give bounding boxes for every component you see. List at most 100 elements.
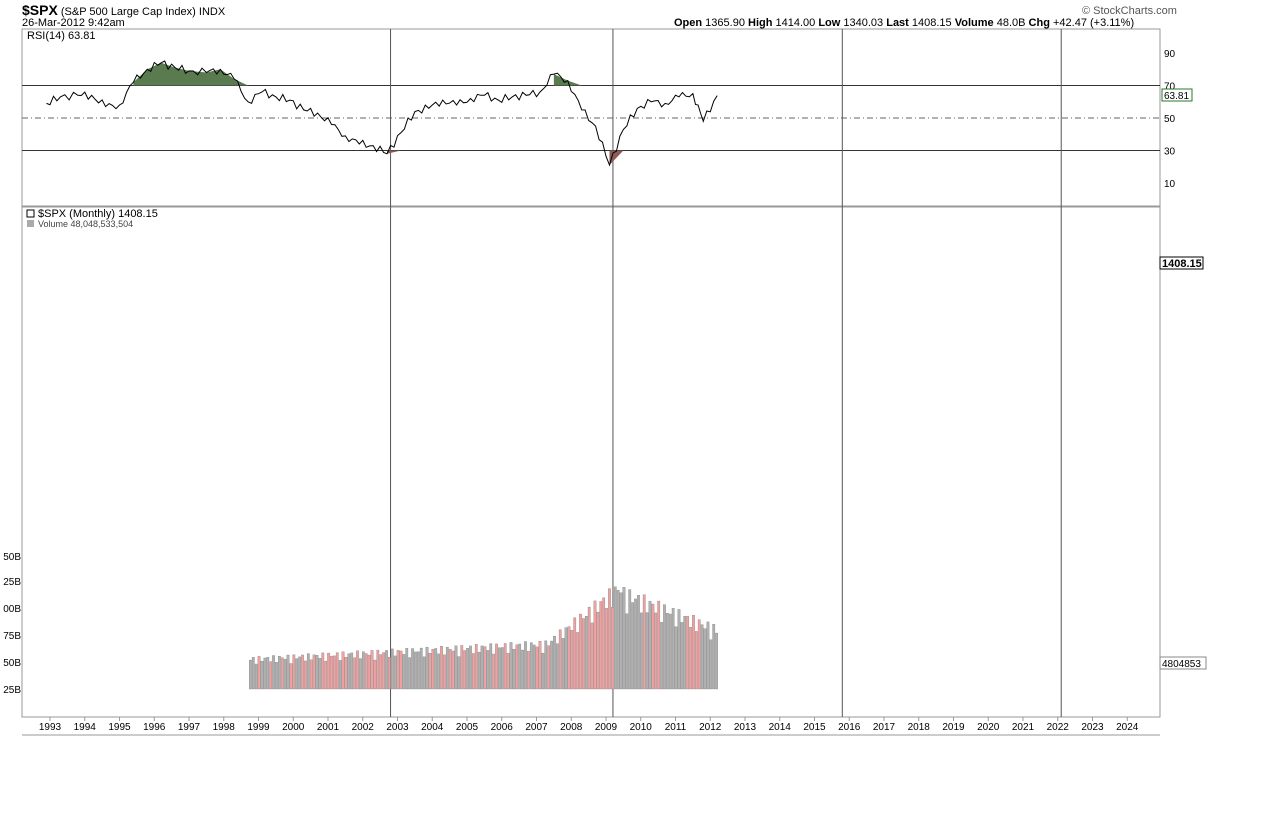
volume-bar <box>338 660 342 690</box>
volume-bar <box>280 657 284 690</box>
volume-bar <box>532 644 536 690</box>
volume-bar <box>390 648 394 690</box>
volume-bar <box>700 624 704 690</box>
volume-bar <box>304 660 307 690</box>
x-tick-label: 2000 <box>282 722 305 733</box>
x-tick-label: 2015 <box>803 722 826 733</box>
volume-bar <box>692 615 695 690</box>
volume-bar <box>677 609 681 690</box>
volume-bar <box>712 624 716 690</box>
volume-bar <box>689 627 692 690</box>
volume-bar <box>660 622 663 690</box>
volume-bar <box>639 612 643 690</box>
volume-bar <box>538 640 542 690</box>
x-tick-label: 1993 <box>39 722 62 733</box>
volume-tick-label: 50B <box>3 552 21 563</box>
grid-lines <box>22 29 1160 721</box>
volume-bar <box>524 641 527 690</box>
quote-value: 1414.00 <box>775 17 819 29</box>
volume-bar <box>582 618 585 690</box>
volume-bar <box>602 597 606 690</box>
rsi-line <box>46 60 718 167</box>
volume-bar <box>654 612 658 690</box>
volume-bar <box>257 656 261 690</box>
x-tick-label: 2007 <box>525 722 548 733</box>
volume-bar <box>298 656 301 690</box>
rsi-title: RSI(14) 63.81 <box>27 30 95 42</box>
rsi-y-tick-label: 50 <box>1164 114 1176 125</box>
volume-bar <box>553 635 556 690</box>
volume-bar <box>486 650 490 690</box>
volume-bar <box>671 608 675 690</box>
volume-bar <box>645 612 649 690</box>
volume-bar <box>321 652 325 690</box>
volume-bar <box>361 651 365 690</box>
x-tick-label: 2018 <box>908 722 931 733</box>
x-tick-label: 2006 <box>491 722 514 733</box>
volume-tick-label: 25B <box>3 577 21 588</box>
volume-bar <box>359 658 362 690</box>
volume-bar <box>411 648 414 690</box>
volume-bar <box>269 661 273 690</box>
volume-bar <box>509 642 513 690</box>
volume-bar <box>370 650 374 690</box>
x-tick-label: 2011 <box>665 722 687 733</box>
volume-bar <box>275 662 278 690</box>
x-tick-label: 2021 <box>1012 722 1035 733</box>
x-tick-label: 2016 <box>838 722 861 733</box>
volume-bar <box>443 654 446 690</box>
rsi-current-box <box>1161 88 1193 102</box>
volume-bar <box>283 658 287 690</box>
volume-bar <box>663 604 666 690</box>
volume-bar <box>657 600 661 690</box>
volume-bar <box>637 595 640 690</box>
x-tick-label: 2020 <box>977 722 1000 733</box>
header-symbol-line: $SPX (S&P 500 Large Cap Index) INDX <box>22 2 225 18</box>
volume-bar <box>454 645 458 690</box>
volume-bar <box>295 658 299 690</box>
volume-bar <box>315 655 319 690</box>
volume-bar <box>593 600 597 690</box>
volume-bar <box>680 622 684 690</box>
volume-bar <box>373 659 377 690</box>
volume-bar <box>272 655 275 690</box>
axis-labels: 1030507090400450500550600650700750800850… <box>3 49 1176 733</box>
volume-bar <box>330 655 333 690</box>
x-tick-label: 2019 <box>942 722 965 733</box>
x-tick-label: 1997 <box>178 722 201 733</box>
symbol-exchange: INDX <box>198 6 226 18</box>
rsi-series <box>46 60 718 167</box>
volume-bar <box>544 640 548 690</box>
quote-label: Open <box>674 17 706 29</box>
volume-bar <box>651 603 655 690</box>
volume-bar <box>492 653 495 690</box>
volume-bar <box>402 654 406 690</box>
volume-bar <box>254 663 258 690</box>
volume-bar <box>631 602 634 690</box>
volume-bar <box>396 650 400 690</box>
volume-bar <box>605 608 608 690</box>
volume-bar <box>503 643 507 690</box>
volume-bar <box>518 643 522 690</box>
volume-bar <box>469 645 472 690</box>
volume-bar <box>344 657 348 690</box>
rsi-y-tick-label: 90 <box>1164 49 1176 60</box>
price-legend-icon <box>26 209 35 218</box>
rsi-overbought-fill <box>553 74 582 86</box>
price-title: $SPX (Monthly) 1408.15 <box>38 208 158 220</box>
volume-bar <box>388 657 391 690</box>
volume-bar <box>625 613 629 690</box>
volume-bar <box>324 660 328 690</box>
x-tick-label: 1995 <box>108 722 131 733</box>
x-tick-label: 2014 <box>769 722 792 733</box>
volume-bar <box>596 611 600 690</box>
volume-bar <box>489 643 493 690</box>
x-tick-label: 2022 <box>1047 722 1070 733</box>
volume-bar <box>715 632 718 690</box>
volume-bar <box>367 654 371 690</box>
volume-bar <box>590 622 594 690</box>
quote-value: 1365.90 <box>705 17 748 29</box>
volume-bar <box>570 630 574 690</box>
symbol-ticker: $SPX <box>22 2 58 18</box>
x-tick-label: 2010 <box>630 722 653 733</box>
